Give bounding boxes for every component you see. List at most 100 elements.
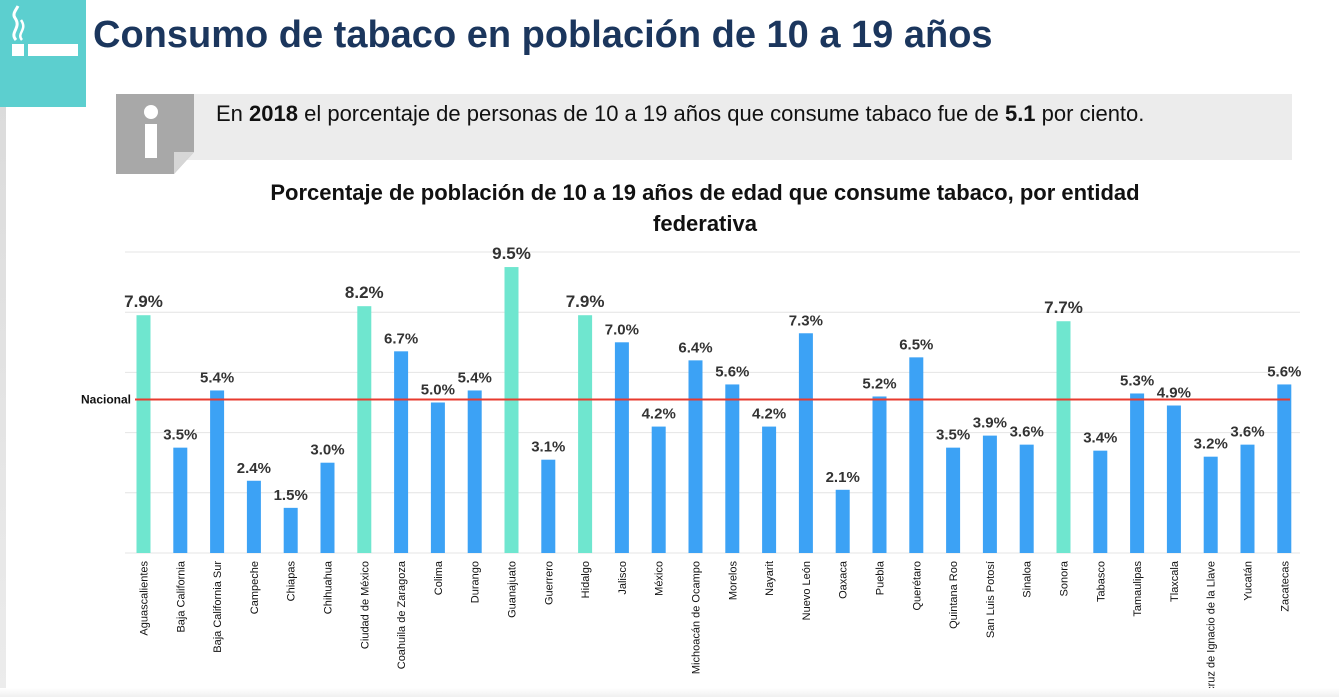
bar (283, 507, 298, 553)
page-title: Consumo de tabaco en población de 10 a 1… (93, 14, 993, 56)
bar (872, 396, 887, 553)
bar-value-label: 3.0% (310, 442, 344, 459)
category-label: Chiapas (286, 561, 298, 602)
bar-value-label: 4.2% (752, 406, 786, 423)
category-label: Sinaloa (1022, 560, 1034, 598)
bar (357, 306, 372, 553)
bar-value-label: 7.7% (1044, 298, 1083, 317)
bar (762, 426, 777, 553)
category-label: Guerrero (543, 561, 555, 605)
category-label: Baja California Sur (212, 561, 224, 653)
bar (725, 384, 740, 553)
bar-value-label: 4.9% (1157, 385, 1191, 402)
bar (1130, 393, 1145, 553)
category-label: Tamaulipas (1132, 561, 1144, 617)
info-icon (116, 94, 194, 174)
category-label: Coahuila de Zaragoza (396, 560, 408, 669)
bar (1277, 384, 1292, 553)
bar-value-label: 5.6% (715, 363, 749, 380)
bar-value-label: 5.6% (1267, 363, 1301, 380)
bar-value-label: 8.2% (345, 283, 384, 302)
bar-value-label: 6.4% (678, 339, 712, 356)
bar-value-label: 3.6% (1230, 424, 1264, 441)
category-label: Colima (433, 560, 445, 595)
category-label: Tabasco (1095, 561, 1107, 602)
bar (798, 333, 813, 553)
bar (1203, 456, 1218, 553)
bar (136, 315, 151, 553)
bar-value-label: 5.0% (421, 382, 455, 399)
bar (651, 426, 666, 553)
reference-line-label: Nacional (81, 392, 131, 406)
category-label: Campeche (249, 561, 261, 614)
bar (578, 315, 593, 553)
bar (688, 360, 703, 553)
bar (173, 447, 188, 553)
category-label: Nayarit (764, 561, 776, 596)
bar-value-label: 5.2% (862, 375, 896, 392)
bar-value-label: 1.5% (274, 487, 308, 504)
left-edge-strip (0, 0, 6, 697)
category-label: Aguascalientes (139, 561, 151, 636)
chart-area: Porcentaje de población de 10 a 19 años … (0, 170, 1339, 697)
bar (246, 480, 261, 553)
chart-title-line-1: Porcentaje de población de 10 a 19 años … (270, 180, 1139, 205)
bar (946, 447, 961, 553)
category-label: Tlaxcala (1169, 560, 1181, 602)
category-label: Baja California (175, 560, 187, 632)
bar-value-label: 7.9% (124, 292, 163, 311)
info-text: En 2018 el porcentaje de personas de 10 … (216, 99, 1276, 128)
chart-title-line-2: federativa (653, 211, 758, 236)
info-callout: En 2018 el porcentaje de personas de 10 … (116, 94, 1292, 174)
bar-value-label: 3.5% (163, 427, 197, 444)
bar-value-label: 5.4% (200, 369, 234, 386)
bar (1093, 450, 1108, 553)
category-label: México (654, 561, 666, 596)
bar-value-label: 5.3% (1120, 372, 1154, 389)
bar-value-label: 3.2% (1194, 436, 1228, 453)
bar-value-label: 2.1% (826, 469, 860, 486)
bar (430, 402, 445, 553)
category-label: Querétaro (911, 561, 923, 611)
bar-value-label: 3.4% (1083, 430, 1117, 447)
category-label: Hidalgo (580, 561, 592, 598)
bar-value-label: 3.9% (973, 415, 1007, 432)
bar-value-label: 7.0% (605, 321, 639, 338)
bar (614, 342, 629, 553)
category-label: Oaxaca (838, 560, 850, 599)
bar (320, 462, 335, 553)
bar-value-label: 5.4% (458, 369, 492, 386)
bar (909, 357, 924, 553)
info-middle: el porcentaje de personas de 10 a 19 año… (297, 101, 1005, 126)
bar (982, 435, 997, 553)
bar-value-label: 9.5% (492, 244, 531, 263)
bar (504, 267, 519, 553)
bar (467, 390, 482, 553)
bar (394, 351, 409, 553)
bar-value-label: 6.7% (384, 330, 418, 347)
category-label: Jalisco (617, 561, 629, 595)
category-label: Michoacán de Ocampo (691, 561, 703, 674)
info-year: 2018 (249, 101, 298, 126)
category-label: Chihuahua (323, 560, 335, 614)
info-value: 5.1 (1004, 101, 1036, 126)
bar-value-label: 4.2% (642, 406, 676, 423)
bar-value-label: 6.5% (899, 336, 933, 353)
category-label: Puebla (875, 560, 887, 595)
info-suffix: por ciento. (1035, 101, 1145, 126)
bottom-edge (0, 688, 1339, 697)
bar-chart: Porcentaje de población de 10 a 19 años … (81, 180, 1301, 697)
category-label: Veracruz de Ignacio de la Llave (1206, 561, 1218, 697)
bar (210, 390, 225, 553)
bar (1240, 444, 1255, 553)
category-label: Morelos (727, 561, 739, 601)
bar-value-label: 3.6% (1010, 424, 1044, 441)
category-label: Quintana Roo (948, 561, 960, 629)
bar-value-label: 7.9% (566, 292, 605, 311)
logo-tile (0, 0, 86, 107)
bar-value-label: 3.5% (936, 427, 970, 444)
category-label: Sonora (1059, 560, 1071, 596)
cigarette-icon (12, 5, 78, 56)
bar-value-label: 3.1% (531, 439, 565, 456)
category-label: Zacatecas (1279, 561, 1291, 612)
